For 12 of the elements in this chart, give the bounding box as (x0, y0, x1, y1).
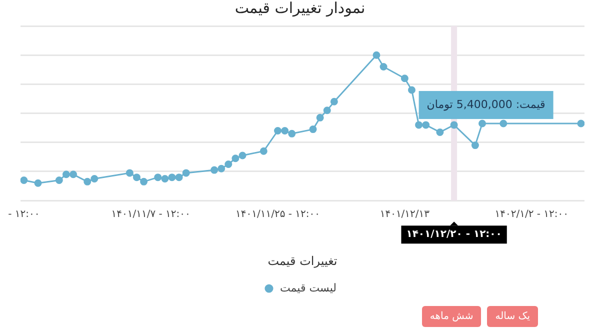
text: شش ماهه (422, 306, 482, 327)
chart-title: نمودار تغییرات قیمت (234, 0, 366, 17)
x-tick-label: ۱۴۰۱/۱۱/۷ - ۱۲:۰۰ (111, 209, 190, 220)
annotation: قیمت: 5,400,000 تومان (426, 98, 546, 111)
x-tick-label: ۱۴۰۱/۱۱/۲۵ - ۱۲:۰۰ (235, 209, 320, 220)
x-axis-title: تغییرات قیمت (268, 254, 338, 268)
x-tick-label: ۱۴۰۱/۱۲/۱۳ (380, 209, 430, 220)
x-tick-label: - ۱۲:۰۰ (8, 209, 40, 220)
text: یک ساله (487, 306, 538, 327)
legend-label: لیست قیمت (280, 281, 337, 294)
x-tick-label: ۱۴۰۲/۱/۲ - ۱۲:۰۰ (494, 209, 569, 220)
ref-line-label: ۱۴۰۱/۱۲/۲۰ - ۱۲:۰۰ (406, 229, 502, 240)
